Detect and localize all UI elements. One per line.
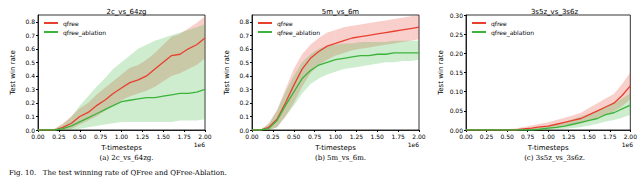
svg-text:1.75: 1.75 [391,133,405,140]
svg-text:1.25: 1.25 [562,133,576,140]
svg-text:0.25: 0.25 [266,133,280,140]
svg-text:(b) 5m_vs_6m.: (b) 5m_vs_6m. [315,154,366,162]
svg-text:Test win rate: Test win rate [437,50,445,96]
svg-text:0.00: 0.00 [459,133,473,140]
svg-text:2.00: 2.00 [198,133,212,140]
svg-text:0.5: 0.5 [25,59,35,66]
svg-text:0.15: 0.15 [450,69,464,76]
svg-text:1.50: 1.50 [583,133,597,140]
svg-text:T-timesteps: T-timesteps [100,144,142,152]
svg-text:T-timesteps: T-timesteps [314,144,356,152]
svg-text:1.00: 1.00 [115,133,129,140]
svg-text:0.4: 0.4 [25,72,35,79]
svg-text:Test win rate: Test win rate [9,50,17,96]
svg-text:qfree_ablation: qfree_ablation [491,29,534,37]
svg-text:1.25: 1.25 [136,133,150,140]
svg-text:0.1: 0.1 [239,113,249,120]
svg-text:0.8: 0.8 [239,18,249,25]
svg-text:1.50: 1.50 [157,133,171,140]
svg-text:0.2: 0.2 [25,99,35,106]
svg-text:0.7: 0.7 [239,32,249,39]
svg-text:qfree: qfree [277,20,293,28]
svg-text:0.75: 0.75 [94,133,108,140]
svg-text:0.7: 0.7 [25,32,35,39]
svg-text:0.30: 0.30 [450,12,464,19]
svg-text:0.8: 0.8 [25,18,35,25]
svg-text:(a) 2c_vs_64zg.: (a) 2c_vs_64zg. [99,154,153,162]
svg-text:2.00: 2.00 [412,133,426,140]
svg-text:1.75: 1.75 [177,133,191,140]
svg-text:Test win rate: Test win rate [223,50,231,96]
svg-text:0.00: 0.00 [449,126,463,134]
svg-text:1.25: 1.25 [350,133,364,140]
svg-text:0.50: 0.50 [73,133,87,140]
svg-text:0.0: 0.0 [239,126,249,134]
svg-text:1e6: 1e6 [622,141,634,148]
svg-text:0.3: 0.3 [25,86,35,93]
svg-text:0.50: 0.50 [500,133,514,140]
svg-text:T-timesteps: T-timesteps [527,144,569,152]
svg-text:0.10: 0.10 [450,88,464,95]
svg-text:0.3: 0.3 [239,86,249,93]
svg-text:qfree: qfree [491,20,507,28]
svg-text:0.20: 0.20 [450,50,464,57]
svg-text:0.00: 0.00 [245,133,259,140]
svg-text:1.00: 1.00 [541,133,555,140]
svg-text:1.75: 1.75 [603,133,617,140]
svg-text:3s5z_vs_3s6z: 3s5z_vs_3s6z [531,8,579,16]
svg-text:0.75: 0.75 [521,133,535,140]
svg-text:0.25: 0.25 [52,133,66,140]
svg-text:1e6: 1e6 [408,141,420,148]
svg-text:0.1: 0.1 [25,113,35,120]
svg-text:2.00: 2.00 [624,133,638,140]
svg-text:qfree_ablation: qfree_ablation [63,29,106,37]
svg-text:qfree: qfree [63,20,79,28]
svg-text:1e6: 1e6 [194,141,206,148]
svg-text:0.0: 0.0 [25,126,35,134]
svg-text:0.4: 0.4 [239,72,249,79]
svg-text:qfree_ablation: qfree_ablation [277,29,320,37]
svg-text:0.5: 0.5 [239,59,249,66]
svg-text:5m_vs_6m: 5m_vs_6m [322,8,360,16]
svg-text:0.25: 0.25 [480,133,494,140]
svg-text:0.6: 0.6 [25,45,35,52]
svg-text:0.75: 0.75 [308,133,322,140]
svg-text:0.50: 0.50 [287,133,301,140]
svg-text:0.2: 0.2 [239,99,249,106]
svg-text:2c_vs_64zg: 2c_vs_64zg [106,8,146,16]
svg-text:0.05: 0.05 [450,107,464,114]
svg-text:(c) 3s5z_vs_3s6z.: (c) 3s5z_vs_3s6z. [524,154,585,162]
svg-text:0.25: 0.25 [450,31,464,38]
svg-text:0.6: 0.6 [239,45,249,52]
svg-text:1.00: 1.00 [329,133,343,140]
svg-text:1.50: 1.50 [371,133,385,140]
svg-text:Fig. 10. The test winning ra: Fig. 10. The test winning rate of QFree … [9,169,227,177]
svg-text:0.00: 0.00 [31,133,45,140]
